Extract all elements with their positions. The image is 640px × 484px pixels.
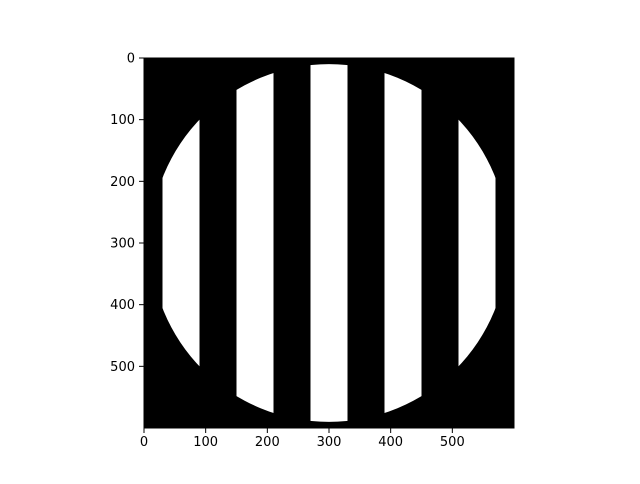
y-tick-label-300: 300 xyxy=(110,237,135,252)
y-tick-label-100: 100 xyxy=(110,113,135,128)
x-axis: 0 100 200 300 400 500 xyxy=(140,428,465,450)
y-tick-label-500: 500 xyxy=(110,360,135,375)
x-tick-label-0: 0 xyxy=(140,435,148,450)
x-tick-label-100: 100 xyxy=(193,435,218,450)
x-tick-label-400: 400 xyxy=(378,435,403,450)
white-stripe-3 xyxy=(310,64,348,422)
x-tick-label-500: 500 xyxy=(440,435,465,450)
white-stripe-2 xyxy=(236,64,274,422)
y-tick-label-400: 400 xyxy=(110,298,135,313)
white-stripe-4 xyxy=(384,64,422,422)
x-tick-label-200: 200 xyxy=(255,435,280,450)
x-tick-label-300: 300 xyxy=(317,435,342,450)
plot-area xyxy=(143,57,515,429)
y-tick-label-0: 0 xyxy=(127,52,135,67)
y-axis: 0 100 200 300 400 500 xyxy=(110,52,144,375)
y-tick-label-200: 200 xyxy=(110,175,135,190)
